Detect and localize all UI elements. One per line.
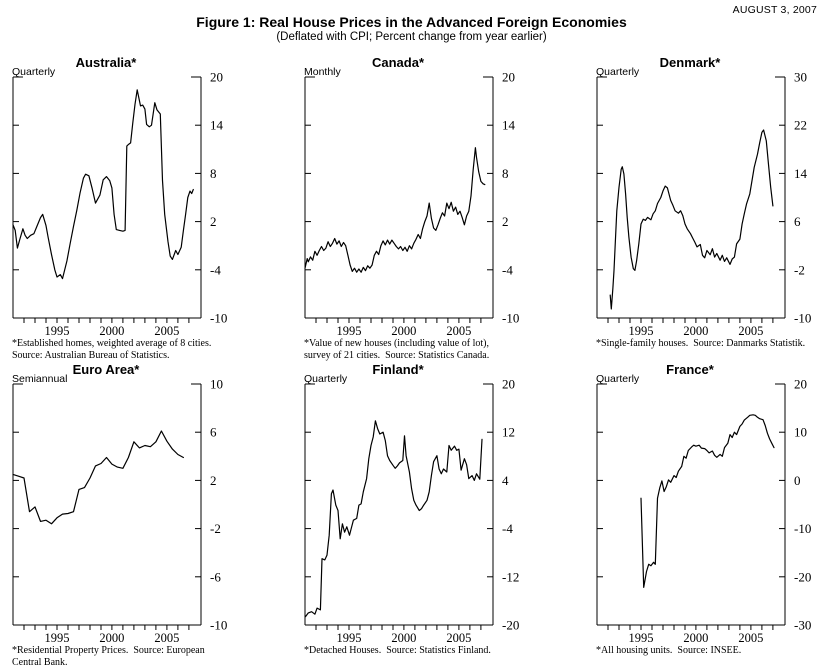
y-tick-label: 20 — [210, 71, 223, 85]
y-tick-label: 10 — [794, 425, 807, 440]
y-tick-label: 2 — [210, 214, 217, 229]
chart-canvas-euro-area: 10 6 2 -2 -6 -10 1995 2000 2005 — [12, 378, 227, 644]
y-tick-label: 2 — [210, 473, 217, 488]
y-tick-label: 10 — [210, 378, 223, 392]
chart-canvas-france: 20 10 0 -10 -20 -30 1995 2000 2005 — [596, 378, 811, 644]
y-tick-label: -2 — [794, 262, 805, 277]
y-tick-label: 6 — [794, 214, 801, 229]
y-tick-label: -6 — [210, 569, 221, 584]
y-tick-label: 30 — [794, 71, 807, 85]
data-line — [640, 414, 775, 588]
data-line — [12, 89, 194, 280]
x-tick-label: 2005 — [154, 324, 179, 337]
data-line — [304, 420, 483, 618]
chart-title: Euro Area* — [72, 362, 140, 377]
y-tick-label: 20 — [502, 71, 515, 85]
x-tick-label: 1995 — [337, 324, 362, 337]
x-tick-label: 2000 — [99, 631, 124, 644]
x-tick-label: 1995 — [337, 631, 362, 644]
x-tick-label: 2000 — [391, 631, 416, 644]
frequency-label: Quarterly — [12, 66, 56, 78]
chart-footnote: *Value of new houses (including value of… — [304, 338, 490, 361]
chart-footnote: *Residential Property Prices. Source: Eu… — [12, 645, 205, 668]
x-tick-label: 2005 — [738, 631, 763, 644]
chart-title: Denmark* — [659, 55, 721, 70]
y-tick-label: 2 — [502, 214, 509, 229]
chart-title: Finland* — [372, 362, 424, 377]
y-tick-label: 0 — [794, 473, 801, 488]
frequency-label: Monthly — [304, 66, 341, 78]
y-tick-label: 8 — [502, 166, 509, 181]
y-tick-label: -20 — [502, 618, 519, 633]
panel-euro-area: Euro Area* Semiannual 10 6 2 -2 -6 -10 1995 200… — [12, 362, 257, 672]
y-tick-label: -10 — [794, 311, 811, 326]
y-tick-label: 14 — [210, 118, 224, 133]
data-line — [304, 147, 486, 273]
y-tick-label: -30 — [794, 618, 811, 633]
report-date: AUGUST 3, 2007 — [732, 4, 817, 16]
chart-footnote: *Single-family houses. Source: Danmarks … — [596, 338, 806, 349]
frequency-label: Semiannual — [12, 373, 68, 385]
chart-canvas-finland: 20 12 4 -4 -12 -20 1995 2000 2005 — [304, 378, 519, 644]
figure-subtitle: (Deflated with CPI; Percent change from … — [276, 31, 547, 43]
x-tick-label: 1995 — [45, 631, 70, 644]
frequency-label: Quarterly — [304, 373, 348, 385]
y-tick-label: -10 — [210, 311, 227, 326]
panel-france: France* Quarterly 20 10 0 -10 -20 -30 1995 2000… — [596, 362, 823, 672]
x-tick-label: 1995 — [45, 324, 70, 337]
x-tick-label: 2005 — [446, 631, 471, 644]
data-line — [12, 430, 184, 525]
x-tick-label: 1995 — [629, 324, 654, 337]
y-tick-label: -4 — [502, 262, 513, 277]
chart-canvas-denmark: 30 22 14 6 -2 -10 1995 2000 2005 — [596, 71, 811, 337]
chart-title: Australia* — [75, 55, 137, 70]
panel-australia: Australia* Quarterly 20 14 8 2 -4 -10 1995 2000… — [12, 55, 257, 367]
y-tick-label: -20 — [794, 569, 811, 584]
y-tick-label: 22 — [794, 118, 807, 133]
data-line — [609, 129, 774, 310]
figure-title: Figure 1: Real House Prices in the Advan… — [196, 14, 627, 30]
y-tick-label: 8 — [210, 166, 217, 181]
panel-canada: Canada* Monthly 20 14 8 2 -4 -10 1995 2000 2005 … — [304, 55, 549, 367]
frequency-label: Quarterly — [596, 373, 640, 385]
y-tick-label: -4 — [502, 521, 513, 536]
y-tick-label: 20 — [502, 378, 515, 392]
chart-title: France* — [666, 362, 714, 377]
y-tick-label: 6 — [210, 425, 217, 440]
panel-finland: Finland* Quarterly 20 12 4 -4 -12 -20 1995 2000… — [304, 362, 549, 672]
y-tick-label: -10 — [210, 618, 227, 633]
panel-denmark: Denmark* Quarterly 30 22 14 6 -2 -10 1995 2000 2… — [596, 55, 823, 367]
x-tick-label: 1995 — [629, 631, 654, 644]
chart-canvas-canada: 20 14 8 2 -4 -10 1995 2000 2005 — [304, 71, 519, 337]
x-tick-label: 2000 — [391, 324, 416, 337]
chart-canvas-australia: 20 14 8 2 -4 -10 1995 2000 2005 — [12, 71, 227, 337]
y-tick-label: 4 — [502, 473, 509, 488]
y-tick-label: -12 — [502, 569, 519, 584]
x-tick-label: 2005 — [446, 324, 471, 337]
y-tick-label: 14 — [794, 166, 808, 181]
chart-title: Canada* — [371, 55, 425, 70]
x-tick-label: 2005 — [154, 631, 179, 644]
frequency-label: Quarterly — [596, 66, 640, 78]
chart-footnote: *Established homes, weighted average of … — [12, 338, 212, 361]
y-tick-label: 14 — [502, 118, 516, 133]
y-tick-label: -10 — [502, 311, 519, 326]
x-tick-label: 2000 — [99, 324, 124, 337]
y-tick-label: -4 — [210, 262, 221, 277]
y-tick-label: 12 — [502, 425, 515, 440]
x-tick-label: 2000 — [683, 631, 708, 644]
chart-footnote: *All housing units. Source: INSEE. — [596, 645, 742, 656]
y-tick-label: -10 — [794, 521, 811, 536]
x-tick-label: 2000 — [683, 324, 708, 337]
y-tick-label: -2 — [210, 521, 221, 536]
chart-footnote: *Detached Houses. Source: Statistics Fin… — [304, 645, 491, 656]
x-tick-label: 2005 — [738, 324, 763, 337]
y-tick-label: 20 — [794, 378, 807, 392]
